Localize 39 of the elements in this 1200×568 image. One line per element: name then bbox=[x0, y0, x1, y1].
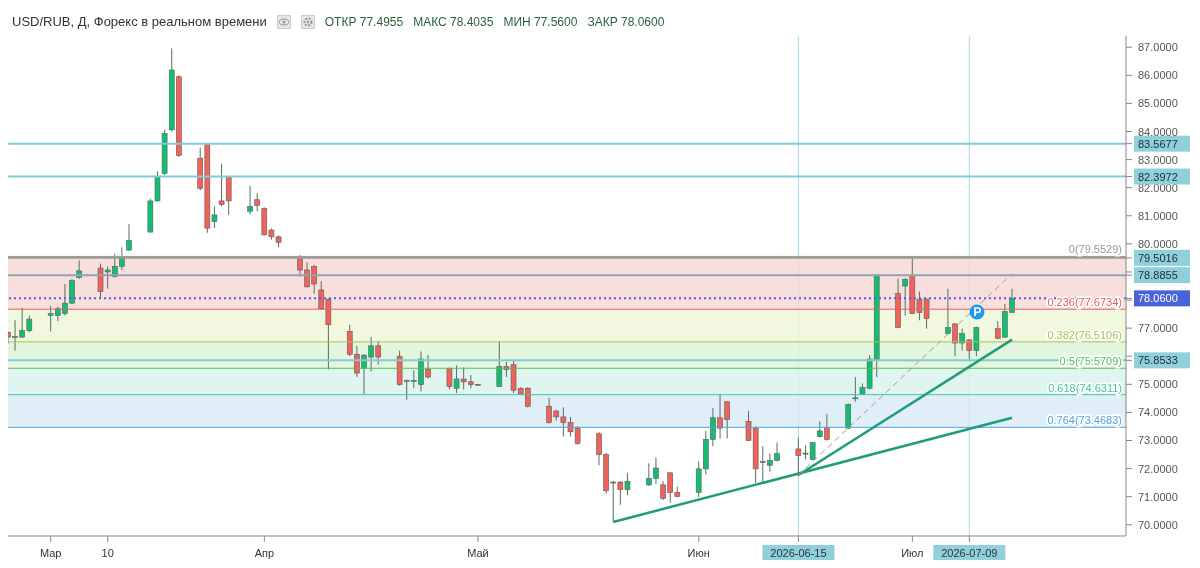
y-tick-label: 70.0000 bbox=[1138, 518, 1178, 531]
y-tick-label: 82.3972 bbox=[1138, 170, 1178, 183]
chart-title: USD/RUB, Д, Форекс в реальном времени bbox=[12, 14, 267, 29]
ref-line-label: 0.382(76.5106) bbox=[1047, 328, 1122, 341]
y-tick-label: 86.0000 bbox=[1138, 69, 1178, 82]
y-tick-label: 75.0000 bbox=[1138, 378, 1178, 391]
ref-line-label: 0.764(73.4683) bbox=[1047, 414, 1122, 427]
x-tick-label: Мар bbox=[39, 547, 62, 559]
x-tick-label: 2026-07-09 bbox=[941, 547, 998, 559]
text: МИН 77.5600 bbox=[503, 14, 578, 29]
y-tick-label: 81.0000 bbox=[1138, 209, 1178, 222]
y-tick-label: 85.0000 bbox=[1138, 97, 1178, 110]
ref-line-label: 0.236(77.6734) bbox=[1047, 296, 1122, 309]
y-tick-label: 77.0000 bbox=[1138, 322, 1178, 335]
y-tick-label: 84.0000 bbox=[1138, 125, 1178, 138]
x-tick-label: Апр bbox=[254, 547, 275, 559]
y-tick-label: 83.5677 bbox=[1138, 137, 1178, 150]
x-tick-label: Июн bbox=[687, 547, 710, 559]
x-tick-label: Июл bbox=[901, 547, 924, 559]
text: МАКС 78.4035 bbox=[413, 14, 494, 29]
ref-line-label: 0(79.5529) bbox=[1068, 243, 1122, 256]
y-tick-label: 73.0000 bbox=[1138, 434, 1178, 447]
x-tick-label: 2026-06-15 bbox=[770, 547, 827, 559]
y-tick-label: 71.0000 bbox=[1138, 490, 1178, 503]
y-tick-label: 79.5016 bbox=[1138, 251, 1178, 264]
y-tick-label: 82.0000 bbox=[1138, 181, 1178, 194]
x-tick-label: Май bbox=[467, 547, 489, 559]
y-tick-label: 74.0000 bbox=[1138, 406, 1178, 419]
y-tick-label: 78.0600 bbox=[1138, 292, 1178, 305]
y-tick-label: 78.8855 bbox=[1138, 269, 1178, 282]
y-tick-label: 72.0000 bbox=[1138, 462, 1178, 475]
text: ЗАКР 78.0600 bbox=[587, 14, 665, 29]
text: ОТКР 77.4955 bbox=[324, 14, 404, 29]
y-tick-label: 83.0000 bbox=[1138, 153, 1178, 166]
y-tick-label: 75.8533 bbox=[1138, 354, 1178, 367]
x-tick-label: 10 bbox=[101, 547, 114, 559]
y-tick-label: 80.0000 bbox=[1138, 237, 1178, 250]
ref-line-label: 0.618(74.6311) bbox=[1048, 381, 1122, 394]
y-tick-label: 87.0000 bbox=[1138, 41, 1178, 54]
